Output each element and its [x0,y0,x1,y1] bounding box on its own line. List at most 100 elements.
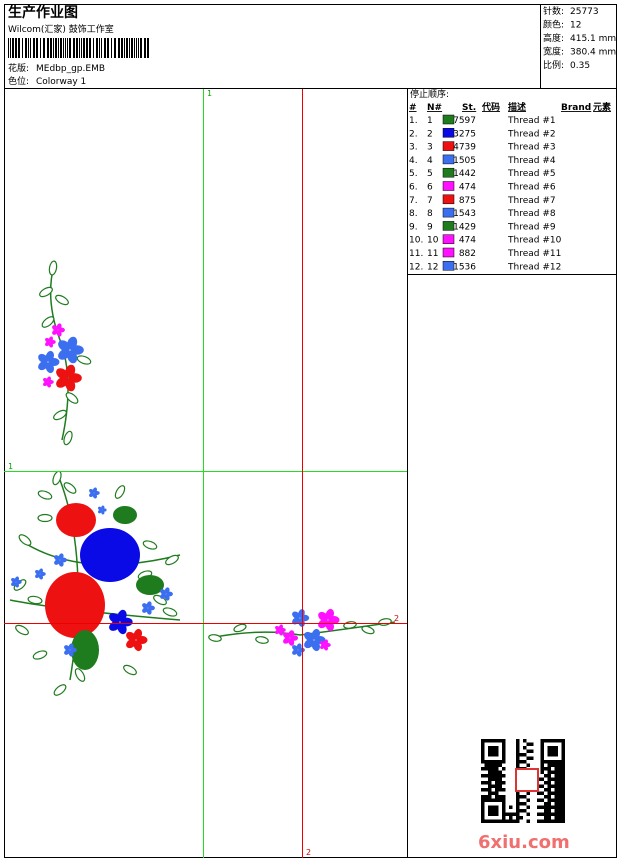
barcode-bar [15,38,17,58]
qr-cell [495,788,499,792]
qr-cell [523,760,527,764]
qr-cell [491,777,495,781]
qr-cell [561,791,565,795]
qr-cell [547,805,551,809]
column-header: 描述 [508,101,526,113]
row-n: 2 [427,129,433,139]
petal [288,630,295,638]
barcode-bar [53,38,54,58]
qr-cell [544,788,548,792]
info-value: 12 [570,21,581,31]
leaf [55,294,69,306]
barcode-bar [65,38,66,58]
barcode-bar [86,38,88,58]
stitches: 474 [459,183,476,193]
barcode-bar [144,38,146,58]
qr-cell [498,763,502,767]
qr-cell [495,777,499,781]
qr-cell [519,816,523,820]
qr-cell [540,767,544,771]
color-swatch [442,207,455,218]
petal [54,555,61,561]
petal [64,649,71,655]
thread-name: Thread #10 [507,236,562,246]
qr-cell [488,770,492,774]
thread-name: Thread #3 [507,143,556,153]
table-title: 停止顺序: [410,88,449,100]
barcode-bar [131,38,133,58]
qr-cell [523,746,527,750]
qr-cell [495,774,499,778]
qr-cell [516,798,520,802]
qr-cell [484,795,488,799]
stitches: 7597 [453,116,476,126]
barcode-bar [25,38,27,58]
barcode-bar [69,38,71,58]
leaf-fill [71,630,99,670]
color-swatch [442,154,455,165]
row-n: 11 [427,249,438,259]
qr-cell [495,767,499,771]
guide-label: 1 [207,89,212,98]
stitches: 1429 [453,222,476,232]
qr-cell [488,784,492,788]
barcode-bar [79,38,80,58]
petal [292,645,299,651]
qr-cell [516,760,520,764]
leaf-fill [113,506,137,524]
stitches: 1543 [453,209,476,219]
petal [45,350,55,362]
row-number: 7. [409,196,418,206]
petal [292,649,299,655]
info-value: 380.4 mm [570,48,616,58]
info-label: 高度: [543,32,564,44]
rose [45,572,105,638]
qr-cell [558,798,562,802]
barcode-bar [67,38,68,58]
qr-cell [537,819,541,823]
leaf [32,650,48,660]
qr-cell [509,819,513,823]
petal [98,509,103,514]
qr-cell [547,788,551,792]
barcode-bar [121,38,123,58]
thread-name: Thread #11 [507,249,561,259]
barcode-bar [36,38,38,58]
color-swatch [442,234,455,244]
qr-cell [516,742,520,746]
colorway: Colorway 1 [36,77,86,87]
qr-cell [561,819,565,823]
barcode-bar [96,38,98,58]
petal [58,340,71,352]
qr-cell [558,770,562,774]
qr-cell [554,763,558,767]
qr-cell [491,791,495,795]
petal [58,553,64,560]
barcode-bar [50,38,52,58]
leaf [255,636,269,644]
rose [56,503,96,537]
qr-cell [558,763,562,767]
column-header: St. [462,103,476,113]
petal [160,589,167,595]
qr-cell [516,809,520,813]
barcode-bar [111,38,112,58]
qr-cell [558,791,562,795]
petal [56,368,69,380]
qr-cell [558,802,562,806]
stitches: 882 [459,249,476,259]
petal [278,624,284,630]
thread-name: Thread #12 [507,262,561,272]
thread-name: Thread #6 [507,183,556,193]
qr-cell [491,774,495,778]
barcode-bar [28,38,29,58]
embroidery-design [9,260,396,696]
barcode-bar [126,38,128,58]
qr-cell [516,746,520,750]
qr-cell [491,784,495,788]
qr-cell [516,791,520,795]
qr-cell [519,753,523,757]
qr-cell [558,777,562,781]
qr-cell [495,784,499,788]
